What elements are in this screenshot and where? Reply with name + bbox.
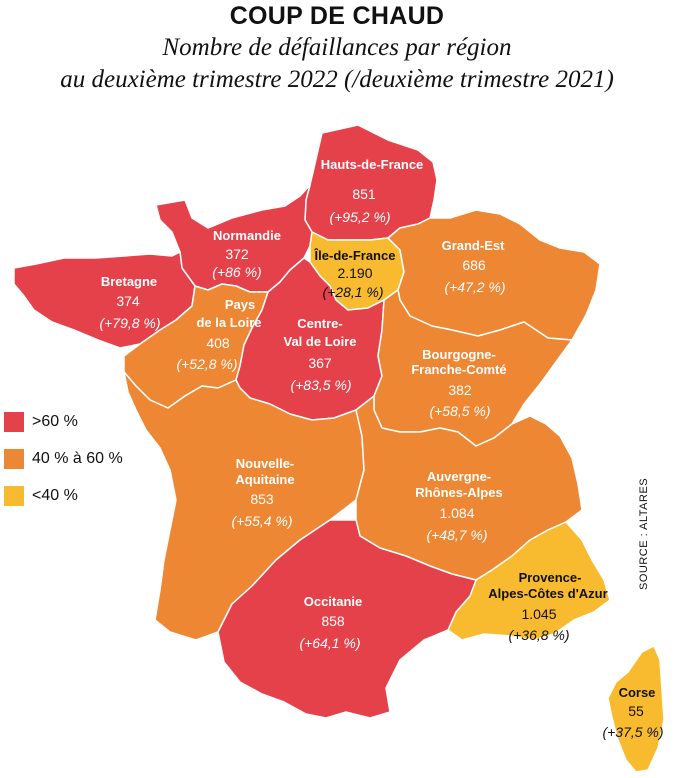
label-corse: Corse 55 (+37,5 %) — [602, 685, 663, 740]
svg-text:Aquitaine: Aquitaine — [235, 472, 294, 487]
svg-text:Alpes-Côtes d'Azur: Alpes-Côtes d'Azur — [488, 586, 607, 601]
svg-text:Corse: Corse — [619, 685, 656, 700]
svg-text:Nouvelle-: Nouvelle- — [236, 456, 295, 471]
svg-text:853: 853 — [250, 491, 274, 507]
region-corse[interactable] — [607, 645, 665, 773]
svg-text:851: 851 — [352, 186, 376, 202]
legend-label-low: <40 % — [32, 487, 78, 504]
svg-text:Pays: Pays — [225, 297, 255, 312]
legend-swatch-low — [4, 486, 24, 506]
svg-text:Bretagne: Bretagne — [101, 274, 157, 289]
svg-text:Bourgogne-: Bourgogne- — [422, 347, 496, 362]
label-grand-est: Grand-Est 686 (+47,2 %) — [442, 238, 506, 295]
svg-text:686: 686 — [462, 257, 486, 273]
svg-text:Val de Loire: Val de Loire — [284, 334, 357, 349]
label-nouvelle-aquitaine: Nouvelle- Aquitaine 853 (+55,4 %) — [231, 456, 294, 529]
svg-text:Grand-Est: Grand-Est — [442, 238, 506, 253]
svg-text:(+37,5 %): (+37,5 %) — [602, 724, 663, 740]
label-centre-val-de-loire: Centre- Val de Loire 367 (+83,5 %) — [284, 316, 357, 393]
svg-text:367: 367 — [308, 355, 332, 371]
svg-text:(+79,8 %): (+79,8 %) — [99, 315, 160, 331]
legend-label-high: >60 % — [32, 413, 78, 430]
svg-text:(+52,8 %): (+52,8 %) — [176, 356, 237, 372]
map-title: COUP DE CHAUD — [229, 2, 445, 30]
svg-text:(+58,5 %): (+58,5 %) — [429, 403, 490, 419]
svg-text:1.045: 1.045 — [521, 606, 556, 622]
svg-text:408: 408 — [206, 335, 230, 351]
label-ile-de-france: Île-de-France 2.190 (+28,1 %) — [314, 248, 396, 300]
svg-text:374: 374 — [116, 293, 140, 309]
svg-text:(+83,5 %): (+83,5 %) — [290, 377, 351, 393]
label-pays-de-la-loire: Pays de la Loire 408 (+52,8 %) — [176, 297, 261, 372]
legend-item-high: >60 % — [4, 412, 123, 432]
map-subtitle-line2: au deuxième trimestre 2022 (/deuxième tr… — [60, 66, 614, 93]
svg-text:Franche-Comté: Franche-Comté — [411, 362, 506, 377]
svg-text:858: 858 — [321, 613, 345, 629]
svg-text:Île-de-France: Île-de-France — [314, 248, 396, 263]
label-auvergne-rhone-alpes: Auvergne- Rhônes-Alpes 1.084 (+48,7 %) — [415, 469, 502, 543]
svg-text:2.190: 2.190 — [337, 265, 372, 281]
svg-text:(+36,8 %): (+36,8 %) — [508, 627, 569, 643]
svg-text:1.084: 1.084 — [439, 505, 474, 521]
svg-text:Rhônes-Alpes: Rhônes-Alpes — [415, 485, 502, 500]
region-occitanie[interactable] — [217, 519, 477, 719]
svg-text:(+47,2 %): (+47,2 %) — [444, 279, 505, 295]
legend-label-mid: 40 % à 60 % — [32, 450, 123, 467]
label-hauts-de-france: Hauts-de-France 851 (+95,2 %) — [321, 157, 424, 225]
source-text: SOURCE : ALTARES — [638, 477, 650, 590]
label-occitanie: Occitanie 858 (+64,1 %) — [299, 594, 362, 651]
svg-text:(+64,1 %): (+64,1 %) — [299, 635, 360, 651]
svg-text:Hauts-de-France: Hauts-de-France — [321, 157, 424, 172]
label-bretagne: Bretagne 374 (+79,8 %) — [99, 274, 160, 331]
legend-swatch-high — [4, 412, 24, 432]
svg-text:372: 372 — [225, 246, 249, 262]
svg-text:(+28,1 %): (+28,1 %) — [322, 284, 383, 300]
svg-text:Normandie: Normandie — [213, 228, 281, 243]
svg-text:Provence-: Provence- — [519, 570, 582, 585]
label-provence-alpes-cote-dazur: Provence- Alpes-Côtes d'Azur 1.045 (+36,… — [488, 570, 607, 643]
svg-text:(+86 %): (+86 %) — [212, 264, 261, 280]
label-bourgogne-franche-comte: Bourgogne- Franche-Comté 382 (+58,5 %) — [411, 347, 506, 419]
svg-text:Occitanie: Occitanie — [304, 594, 363, 609]
legend-item-mid: 40 % à 60 % — [4, 449, 123, 469]
svg-text:Centre-: Centre- — [297, 316, 343, 331]
legend: >60 % 40 % à 60 % <40 % — [4, 412, 123, 523]
svg-text:Auvergne-: Auvergne- — [427, 469, 491, 484]
svg-text:(+48,7 %): (+48,7 %) — [426, 527, 487, 543]
source-credit: SOURCE : ALTARES — [638, 460, 652, 600]
svg-text:55: 55 — [628, 703, 644, 719]
label-normandie: Normandie 372 (+86 %) — [212, 228, 281, 280]
svg-text:(+95,2 %): (+95,2 %) — [329, 209, 390, 225]
svg-text:de la Loire: de la Loire — [196, 315, 261, 330]
svg-text:(+55,4 %): (+55,4 %) — [231, 513, 292, 529]
legend-item-low: <40 % — [4, 486, 123, 506]
map-subtitle-line1: Nombre de défaillances par région — [162, 34, 512, 61]
legend-swatch-mid — [4, 449, 24, 469]
svg-text:382: 382 — [448, 382, 472, 398]
